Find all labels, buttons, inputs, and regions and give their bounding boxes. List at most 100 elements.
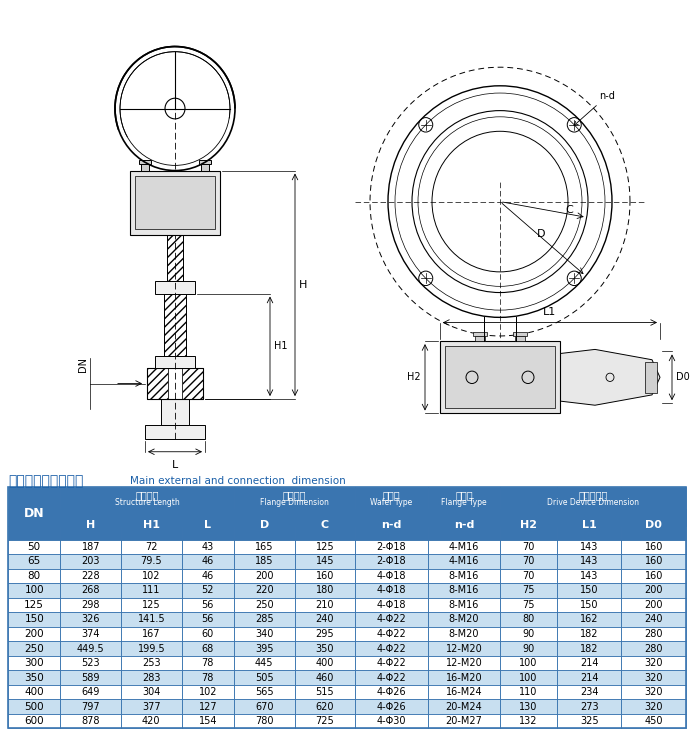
Text: 182: 182 [580, 643, 598, 654]
Bar [355, 612, 428, 627]
Bar [355, 568, 428, 583]
Text: 280: 280 [645, 643, 663, 654]
Text: 8-M16: 8-M16 [449, 585, 480, 595]
Text: 449.5: 449.5 [77, 643, 105, 654]
Bar [475, 336, 485, 341]
Text: D: D [260, 519, 269, 530]
Bar [557, 714, 621, 728]
Text: 4-Φ18: 4-Φ18 [377, 600, 406, 610]
Text: 4-Φ26: 4-Φ26 [377, 701, 406, 712]
Bar [440, 341, 560, 414]
Text: 8-M16: 8-M16 [449, 600, 480, 610]
Bar [182, 685, 234, 699]
Text: 374: 374 [81, 629, 100, 639]
Bar [557, 554, 621, 568]
Bar [557, 510, 621, 539]
Bar [234, 714, 294, 728]
Text: 273: 273 [579, 701, 598, 712]
Text: 298: 298 [81, 600, 100, 610]
Bar [139, 160, 151, 164]
Bar [60, 510, 234, 525]
Text: 46: 46 [202, 557, 214, 566]
Text: 78: 78 [201, 672, 214, 683]
Text: 主要外形和连接尺寸: 主要外形和连接尺寸 [8, 474, 83, 488]
Bar [182, 699, 234, 714]
Text: 80: 80 [28, 571, 41, 581]
Bar [121, 627, 182, 641]
Text: 350: 350 [24, 672, 44, 683]
Bar [8, 487, 60, 539]
Text: 100: 100 [519, 658, 538, 668]
Bar [135, 176, 215, 230]
Bar [473, 332, 487, 336]
Bar [428, 641, 500, 656]
Bar [355, 699, 428, 714]
Bar [621, 597, 686, 612]
Bar [500, 641, 557, 656]
Text: 法兰式: 法兰式 [455, 490, 473, 500]
Bar [60, 487, 234, 510]
Text: 320: 320 [645, 658, 663, 668]
Bar [121, 656, 182, 670]
Bar [294, 699, 355, 714]
Bar [8, 627, 60, 641]
Bar [500, 627, 557, 641]
Text: 154: 154 [198, 716, 217, 726]
Text: 100: 100 [519, 672, 538, 683]
Text: Wafer Type: Wafer Type [371, 498, 412, 507]
Bar [428, 670, 500, 685]
Bar [234, 685, 294, 699]
Bar [355, 510, 428, 525]
Text: 70: 70 [523, 571, 535, 581]
Bar [621, 568, 686, 583]
Text: 300: 300 [24, 658, 44, 668]
Bar [355, 487, 428, 510]
Bar [621, 554, 686, 568]
Text: 340: 340 [255, 629, 273, 639]
Bar [60, 627, 121, 641]
Bar [294, 612, 355, 627]
Text: 4-Φ18: 4-Φ18 [377, 585, 406, 595]
Bar [557, 583, 621, 597]
Text: 165: 165 [255, 542, 273, 552]
Bar [294, 597, 355, 612]
Text: 350: 350 [316, 643, 334, 654]
Text: 8-M20: 8-M20 [449, 629, 480, 639]
Bar [60, 699, 121, 714]
Bar [513, 332, 527, 336]
Text: 100: 100 [24, 585, 44, 595]
Bar [182, 656, 234, 670]
Text: 16-M20: 16-M20 [446, 672, 482, 683]
Bar [145, 425, 205, 439]
Text: H2: H2 [407, 372, 421, 383]
Bar [428, 583, 500, 597]
Text: 对夹式: 对夹式 [382, 490, 400, 500]
Bar [294, 568, 355, 583]
Bar [234, 656, 294, 670]
Text: 295: 295 [316, 629, 334, 639]
Text: 200: 200 [645, 585, 663, 595]
Bar [428, 554, 500, 568]
Bar [121, 714, 182, 728]
Bar [557, 539, 621, 554]
Bar [428, 487, 500, 510]
Bar [155, 281, 195, 293]
Bar [428, 568, 500, 583]
Bar [164, 293, 186, 356]
Bar [500, 612, 557, 627]
Bar [182, 510, 234, 539]
Text: D0: D0 [676, 372, 690, 383]
Bar [355, 641, 428, 656]
Bar [355, 714, 428, 728]
Bar [500, 685, 557, 699]
Bar [428, 539, 500, 554]
Text: 210: 210 [316, 600, 334, 610]
Text: 589: 589 [81, 672, 100, 683]
Text: 4-Φ22: 4-Φ22 [377, 614, 406, 624]
Bar [500, 670, 557, 685]
Text: 878: 878 [81, 716, 100, 726]
Bar [60, 539, 121, 554]
Text: 285: 285 [255, 614, 273, 624]
Text: H: H [299, 280, 307, 290]
Text: 143: 143 [580, 571, 598, 581]
